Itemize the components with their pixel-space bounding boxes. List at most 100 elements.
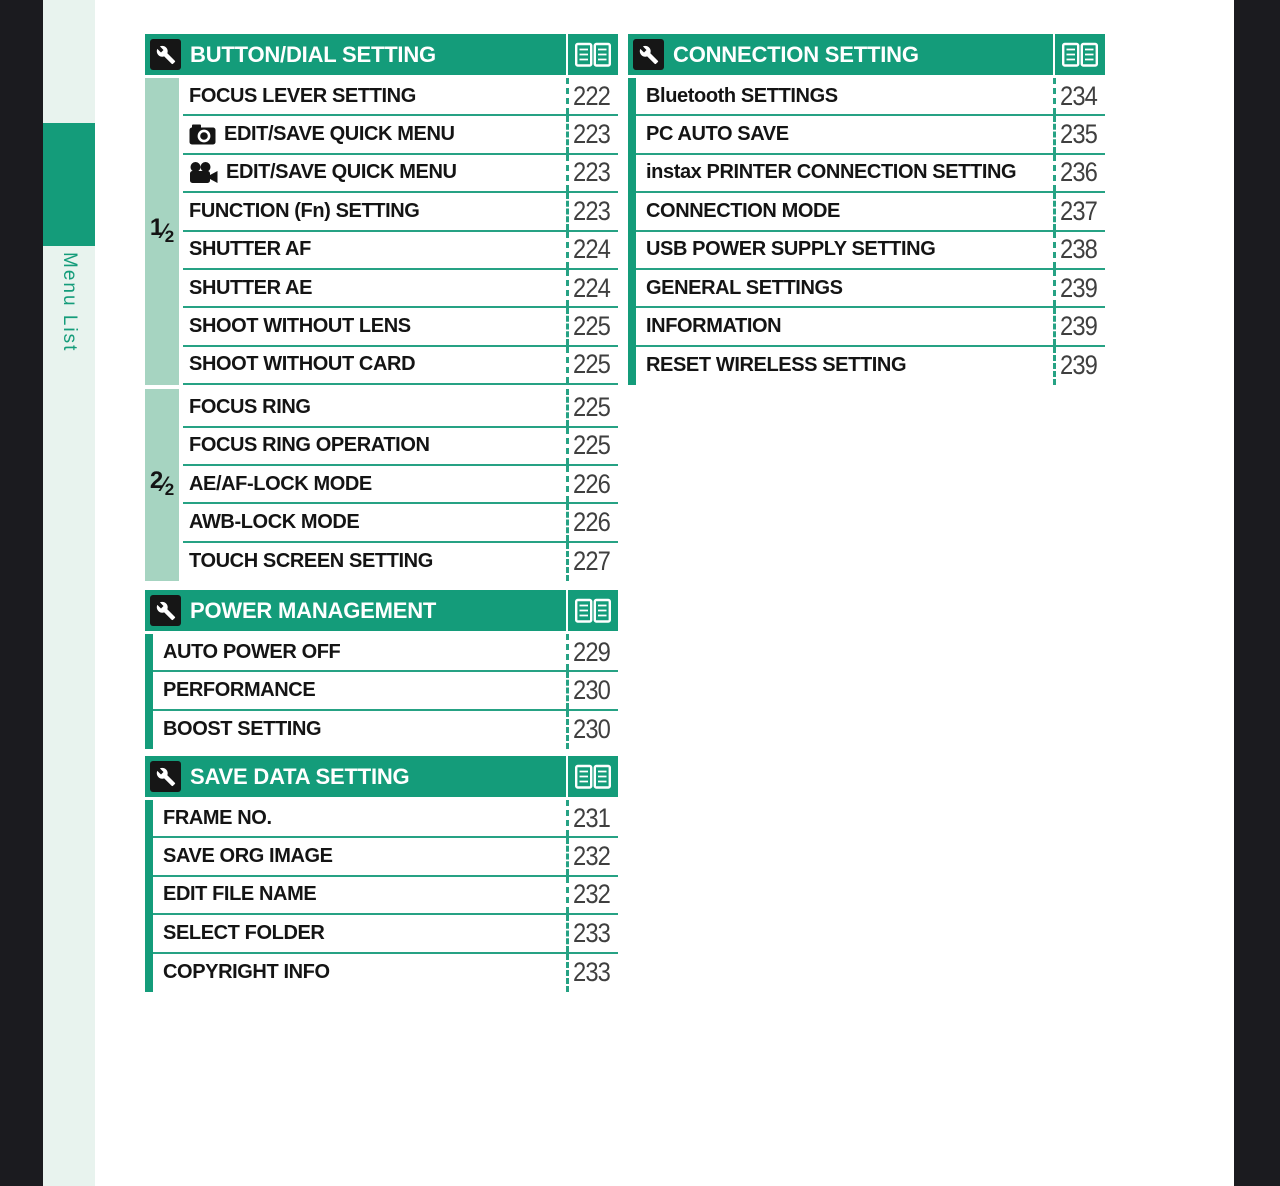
table-row[interactable]: SELECT FOLDER 233 <box>153 915 618 954</box>
menu-item-label: FUNCTION (Fn) SETTING <box>189 199 420 222</box>
menu-item-label: CONNECTION MODE <box>646 199 841 222</box>
section-header: POWER MANAGEMENT <box>145 590 618 631</box>
menu-item-label: FRAME NO. <box>163 806 272 829</box>
table-row[interactable]: GENERAL SETTINGS 239 <box>636 269 1105 309</box>
page-number: 230 <box>573 714 611 745</box>
book-icon <box>566 590 618 631</box>
table-row[interactable]: BOOST SETTING 230 <box>153 710 618 750</box>
row-label-cell: FOCUS RING <box>183 389 566 425</box>
table-row[interactable]: RESET WIRELESS SETTING 239 <box>636 346 1105 386</box>
section-header: BUTTON/DIAL SETTING <box>145 34 618 75</box>
table-row[interactable]: TOUCH SCREEN SETTING 227 <box>183 542 618 582</box>
page-number-cell: 229 <box>566 634 618 671</box>
row-label-cell: Bluetooth SETTINGS <box>636 78 1053 114</box>
page-number: 238 <box>1060 234 1098 265</box>
left-black-strip <box>0 0 43 1186</box>
page-number-cell: 223 <box>566 116 618 153</box>
page-number-cell: 239 <box>1053 346 1105 386</box>
menu-item-label: AWB-LOCK MODE <box>189 510 360 533</box>
menu-item-label: FOCUS LEVER SETTING <box>189 84 416 107</box>
row-label-cell: EDIT/SAVE QUICK MENU <box>183 155 566 191</box>
table-row[interactable]: FRAME NO. 231 <box>153 800 618 839</box>
table-row[interactable]: SHOOT WITHOUT CARD 225 <box>183 346 618 386</box>
page-number-cell: 237 <box>1053 193 1105 230</box>
row-label-cell: AUTO POWER OFF <box>153 634 566 670</box>
menu-item-label: instax PRINTER CONNECTION SETTING <box>646 161 1017 184</box>
table-row[interactable]: AWB-LOCK MODE 226 <box>183 504 618 543</box>
sidebar: Menu List <box>43 0 95 1186</box>
page-number: 222 <box>573 80 611 111</box>
menu-item-label: USB POWER SUPPLY SETTING <box>646 238 936 261</box>
page-number-cell: 233 <box>566 953 618 992</box>
page-number: 233 <box>573 917 611 948</box>
table-row[interactable]: PC AUTO SAVE 235 <box>636 116 1105 155</box>
row-label-cell: FUNCTION (Fn) SETTING <box>183 193 566 229</box>
table-row[interactable]: EDIT/SAVE QUICK MENU 223 <box>183 116 618 155</box>
table-row[interactable]: FOCUS LEVER SETTING 222 <box>183 78 618 117</box>
page-fraction-label: 1 ⁄ 2 <box>145 78 179 386</box>
row-label-cell: SAVE ORG IMAGE <box>153 838 566 874</box>
page-number: 234 <box>1060 80 1098 111</box>
row-label-cell: GENERAL SETTINGS <box>636 270 1053 306</box>
page-number: 229 <box>573 636 611 667</box>
table-power-management: POWER MANAGEMENT AUTO POWER OFF 229 PERFORM… <box>145 590 618 750</box>
section-title: POWER MANAGEMENT <box>190 597 437 623</box>
page-number: 227 <box>573 546 611 577</box>
page-number-cell: 236 <box>1053 154 1105 192</box>
table-button-dial-setting: BUTTON/DIAL SETTING 1 ⁄ 2 FOCUS LEVER SETTIN… <box>145 34 618 582</box>
table-row[interactable]: Bluetooth SETTINGS 234 <box>636 78 1105 117</box>
table-row[interactable]: AE/AF-LOCK MODE 226 <box>183 465 618 505</box>
row-label-cell: BOOST SETTING <box>153 711 566 749</box>
page-number-cell: 222 <box>566 78 618 115</box>
row-label-cell: RESET WIRELESS SETTING <box>636 347 1053 385</box>
table-row[interactable]: SHUTTER AE 224 <box>183 269 618 309</box>
table-left-accent <box>628 78 636 386</box>
table-row[interactable]: instax PRINTER CONNECTION SETTING 236 <box>636 154 1105 194</box>
table-row[interactable]: USB POWER SUPPLY SETTING 238 <box>636 231 1105 270</box>
page-number: 239 <box>1060 272 1098 303</box>
page-number: 223 <box>573 157 611 188</box>
table-row[interactable]: SHUTTER AF 224 <box>183 231 618 270</box>
row-label-cell: CONNECTION MODE <box>636 193 1053 229</box>
table-row[interactable]: SAVE ORG IMAGE 232 <box>153 838 618 877</box>
page-number: 237 <box>1060 195 1098 226</box>
menu-list-tab[interactable] <box>43 123 95 246</box>
table-row[interactable]: INFORMATION 239 <box>636 308 1105 347</box>
menu-item-label: RESET WIRELESS SETTING <box>646 354 907 377</box>
wrench-icon <box>150 39 181 70</box>
table-row[interactable]: FOCUS RING OPERATION 225 <box>183 427 618 466</box>
still-camera-icon <box>189 124 216 145</box>
table-row[interactable]: COPYRIGHT INFO 233 <box>153 953 618 992</box>
section-title: BUTTON/DIAL SETTING <box>190 41 436 67</box>
page-number: 231 <box>573 802 611 833</box>
menu-item-label: SELECT FOLDER <box>163 921 325 944</box>
row-label-cell: SHOOT WITHOUT LENS <box>183 308 566 344</box>
page-number-cell: 223 <box>566 154 618 192</box>
table-row[interactable]: AUTO POWER OFF 229 <box>153 634 618 673</box>
page-number-cell: 233 <box>566 915 618 952</box>
page-number: 232 <box>573 879 611 910</box>
table-row[interactable]: CONNECTION MODE 237 <box>636 193 1105 232</box>
table-row[interactable]: SHOOT WITHOUT LENS 225 <box>183 308 618 347</box>
page-number-cell: 238 <box>1053 231 1105 268</box>
row-label-cell: FOCUS RING OPERATION <box>183 428 566 464</box>
menu-list-label: Menu List <box>59 252 80 353</box>
row-label-cell: EDIT FILE NAME <box>153 877 566 913</box>
page-number: 224 <box>573 272 611 303</box>
menu-item-label: EDIT/SAVE QUICK MENU <box>226 161 457 184</box>
table-connection-setting: CONNECTION SETTING Bluetooth SETTINGS 234 P… <box>628 34 1105 386</box>
table-row[interactable]: EDIT FILE NAME 232 <box>153 876 618 916</box>
row-label-cell: PERFORMANCE <box>153 672 566 708</box>
section-title: SAVE DATA SETTING <box>190 763 410 789</box>
table-row[interactable]: FUNCTION (Fn) SETTING 223 <box>183 193 618 232</box>
book-icon <box>1053 34 1105 75</box>
page-number-cell: 227 <box>566 542 618 582</box>
menu-item-label: SHOOT WITHOUT LENS <box>189 315 411 338</box>
page-number: 225 <box>573 349 611 380</box>
table-row[interactable]: EDIT/SAVE QUICK MENU 223 <box>183 154 618 194</box>
book-icon <box>566 34 618 75</box>
table-row[interactable]: FOCUS RING 225 <box>183 389 618 428</box>
page-fraction-label: 2 ⁄ 2 <box>145 389 179 582</box>
table-row[interactable]: PERFORMANCE 230 <box>153 672 618 711</box>
menu-item-label: AE/AF-LOCK MODE <box>189 472 372 495</box>
